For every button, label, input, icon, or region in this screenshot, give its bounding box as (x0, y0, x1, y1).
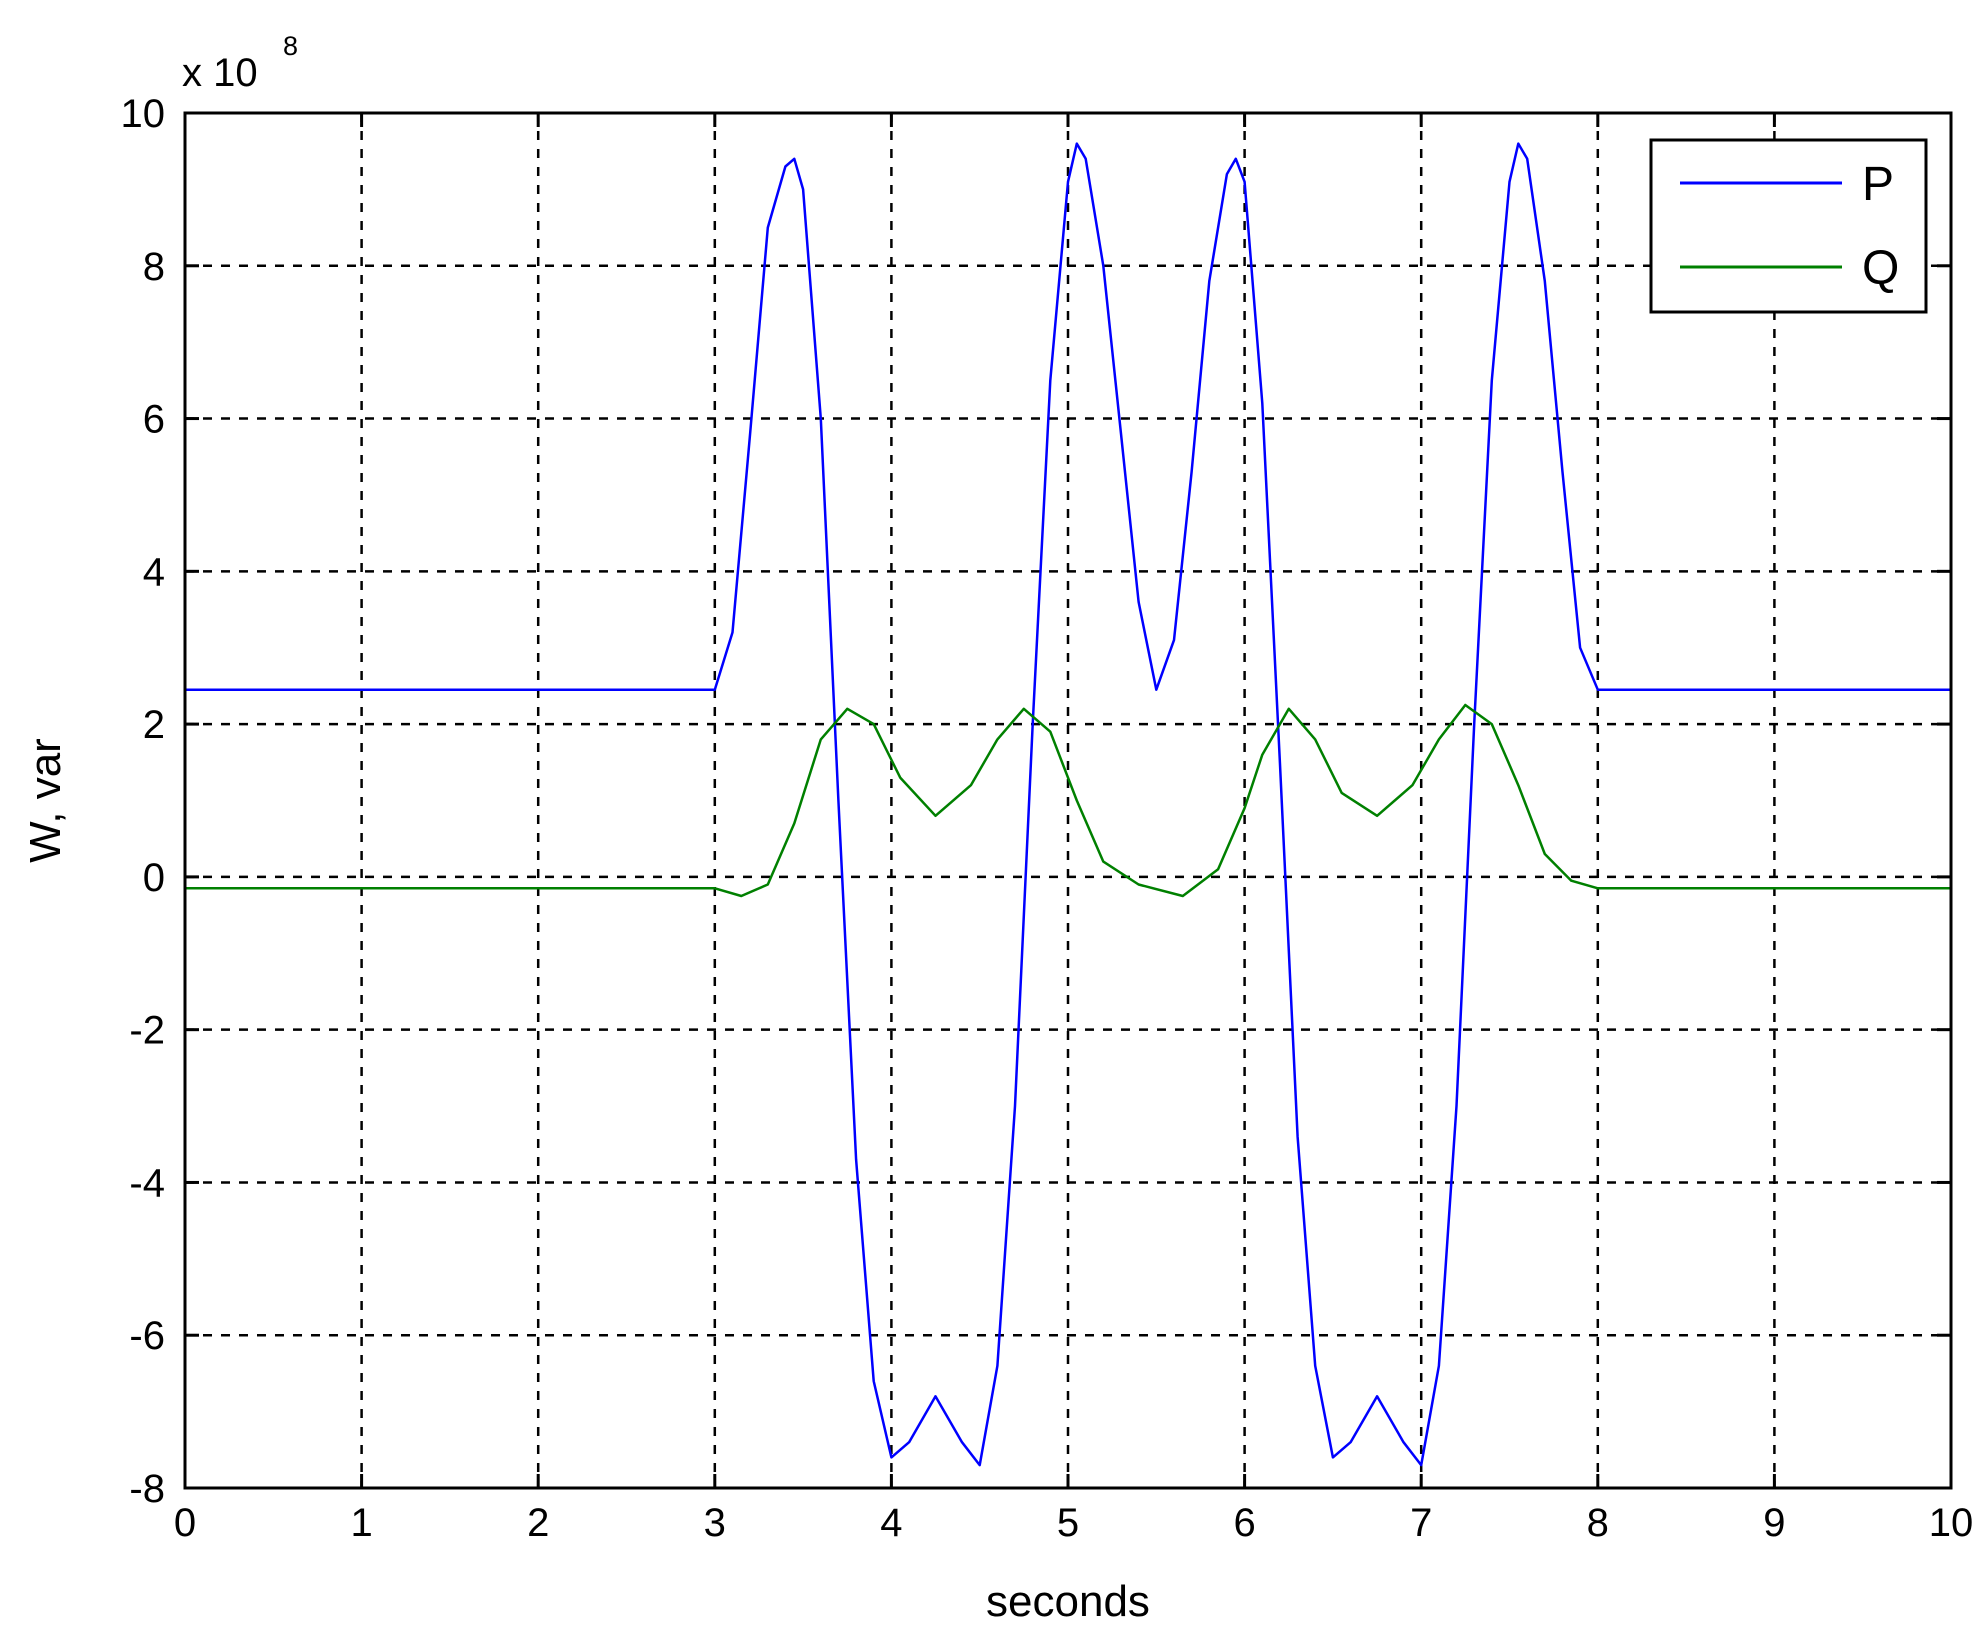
y-tick-label: 6 (143, 398, 165, 442)
x-tick-label: 8 (1587, 1501, 1609, 1545)
y-tick-label: -4 (129, 1161, 165, 1205)
x-axis-label: seconds (986, 1577, 1150, 1626)
y-tick-label: -6 (129, 1314, 165, 1358)
tick-marks (183, 111, 1953, 1490)
y-tick-label: 2 (143, 703, 165, 747)
y-axis-label: W, var (21, 738, 70, 863)
series-line-q (185, 703, 1951, 898)
grid-lines (185, 113, 1951, 1488)
y-tick-label: -2 (129, 1009, 165, 1053)
series-line-p (185, 142, 1951, 1467)
x-tick-label: 10 (1929, 1501, 1974, 1545)
x-tick-label: 4 (880, 1501, 902, 1545)
legend-label-q: Q (1862, 242, 1899, 295)
legend-box (1649, 138, 1928, 314)
series-layer (185, 142, 1951, 1467)
y-axis-multiplier: x 10 8 (182, 31, 298, 95)
x-tick-label: 6 (1233, 1501, 1255, 1545)
x-tick-label: 7 (1410, 1501, 1432, 1545)
x-tick-label: 5 (1057, 1501, 1079, 1545)
y-tick-labels: -8 -6 -4 -2 0 2 4 6 8 10 (121, 92, 166, 1511)
x-tick-label: 2 (527, 1501, 549, 1545)
x-tick-label: 1 (350, 1501, 372, 1545)
legend-label-p: P (1862, 158, 1894, 211)
x-tick-label: 9 (1763, 1501, 1785, 1545)
y-tick-label: 0 (143, 856, 165, 900)
y-tick-label: 8 (143, 245, 165, 289)
y-tick-label: 4 (143, 550, 165, 594)
x-tick-label: 0 (174, 1501, 196, 1545)
y-tick-label: 10 (121, 92, 166, 136)
y-multiplier-base: x 10 (182, 51, 258, 95)
y-multiplier-exponent: 8 (283, 31, 298, 61)
x-tick-labels: 0 1 2 3 4 5 6 7 8 9 10 (174, 1501, 1973, 1545)
y-tick-label: -8 (129, 1467, 165, 1511)
legend: P Q (1649, 138, 1928, 314)
x-tick-label: 3 (704, 1501, 726, 1545)
